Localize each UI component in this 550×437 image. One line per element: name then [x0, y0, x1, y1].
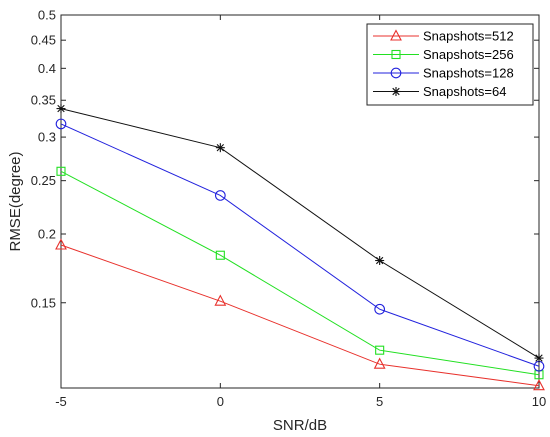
x-tick-label: 0: [217, 394, 224, 409]
series-line: [60, 244, 540, 387]
y-tick-label: 0.3: [38, 130, 56, 145]
data-point-star: [375, 256, 385, 266]
series-line: [60, 170, 540, 376]
series-snapshots-256: [56, 166, 544, 380]
y-tick-label: 0.35: [31, 93, 56, 108]
series-snapshots-512: [55, 238, 545, 391]
legend-item: Snapshots=512: [373, 29, 514, 44]
legend-item: Snapshots=64: [373, 84, 506, 99]
x-axis-label: SNR/dB: [273, 417, 327, 434]
legend-label: Snapshots=256: [423, 47, 514, 62]
data-point-triangle: [55, 238, 67, 250]
data-point-square: [375, 345, 385, 355]
data-point-star: [534, 353, 544, 363]
data-point-square: [215, 250, 225, 260]
data-point-triangle: [533, 379, 545, 391]
data-point-square: [56, 166, 66, 176]
legend-item: Snapshots=128: [373, 66, 514, 81]
legend-label: Snapshots=64: [423, 84, 506, 99]
data-point-star: [391, 87, 401, 96]
data-point-circle: [214, 190, 226, 201]
x-tick-label: 5: [376, 394, 383, 409]
y-tick-label: 0.25: [31, 173, 56, 188]
data-point-triangle: [390, 29, 402, 41]
y-tick-label: 0.4: [38, 61, 56, 76]
data-point-triangle: [214, 294, 227, 306]
data-point-circle: [374, 303, 386, 315]
data-point-circle: [55, 118, 67, 130]
data-point-circle: [390, 67, 402, 79]
y-tick-label: 0.5: [38, 8, 56, 23]
y-tick-label: 0.15: [31, 295, 56, 310]
data-point-star: [215, 143, 225, 153]
data-point-square: [391, 49, 401, 60]
series-snapshots-128: [55, 118, 545, 372]
series-snapshots-64: [56, 104, 544, 363]
y-tick-label: 0.45: [31, 33, 56, 48]
data-point-star: [56, 104, 66, 114]
x-tick-label: -5: [55, 394, 67, 409]
legend-item: Snapshots=256: [373, 47, 514, 62]
legend-label: Snapshots=512: [423, 29, 514, 44]
legend: Snapshots=512 Snapshots=256 Snapshots=128 S…: [366, 23, 534, 106]
axis-ticks: -5 0 5 10 0.15 0.2 0.25 0.3 0.35 0.4 0.45 0.5: [31, 8, 547, 410]
legend-label: Snapshots=128: [423, 66, 514, 81]
series-line: [60, 108, 540, 359]
data-point-triangle: [373, 357, 386, 369]
series-layer: [55, 104, 545, 391]
series-line: [60, 123, 540, 367]
y-tick-label: 0.2: [38, 226, 56, 241]
x-tick-label: 10: [532, 394, 546, 409]
y-axis-label: RMSE(degree): [7, 151, 24, 251]
